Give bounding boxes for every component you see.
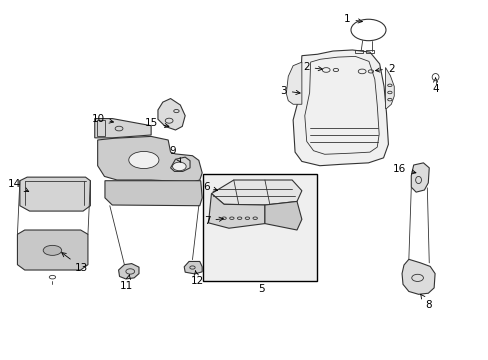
Polygon shape	[211, 180, 301, 205]
Ellipse shape	[43, 246, 61, 255]
Polygon shape	[286, 62, 301, 104]
Bar	[203, 174, 317, 281]
Text: 3: 3	[280, 86, 300, 96]
Bar	[355, 50, 363, 53]
Polygon shape	[184, 261, 202, 274]
Text: 13: 13	[61, 253, 88, 273]
Text: 9: 9	[169, 146, 181, 162]
Polygon shape	[105, 181, 202, 206]
Text: 10: 10	[91, 113, 113, 123]
Text: 8: 8	[420, 294, 431, 310]
Polygon shape	[401, 259, 434, 294]
Polygon shape	[385, 67, 393, 109]
Polygon shape	[208, 194, 264, 228]
Polygon shape	[98, 136, 202, 182]
Ellipse shape	[172, 162, 186, 171]
Text: 15: 15	[145, 118, 168, 128]
Text: 12: 12	[190, 271, 203, 287]
Polygon shape	[95, 118, 151, 138]
Polygon shape	[264, 202, 301, 230]
Polygon shape	[410, 163, 428, 192]
Text: 6: 6	[203, 182, 217, 192]
Polygon shape	[170, 157, 190, 171]
Text: 11: 11	[120, 275, 133, 291]
Polygon shape	[292, 50, 387, 166]
Text: 7: 7	[203, 216, 223, 226]
Text: 2: 2	[375, 64, 394, 73]
Bar	[366, 50, 373, 53]
Text: 2: 2	[303, 62, 322, 72]
Polygon shape	[20, 177, 90, 211]
Text: 16: 16	[392, 164, 415, 174]
Text: 5: 5	[258, 284, 264, 294]
Text: 14: 14	[8, 179, 29, 192]
Polygon shape	[18, 230, 88, 270]
Text: 1: 1	[343, 14, 362, 24]
Bar	[97, 120, 105, 136]
Polygon shape	[158, 99, 185, 130]
Ellipse shape	[128, 152, 159, 168]
Polygon shape	[118, 264, 139, 279]
Text: 4: 4	[431, 78, 438, 94]
